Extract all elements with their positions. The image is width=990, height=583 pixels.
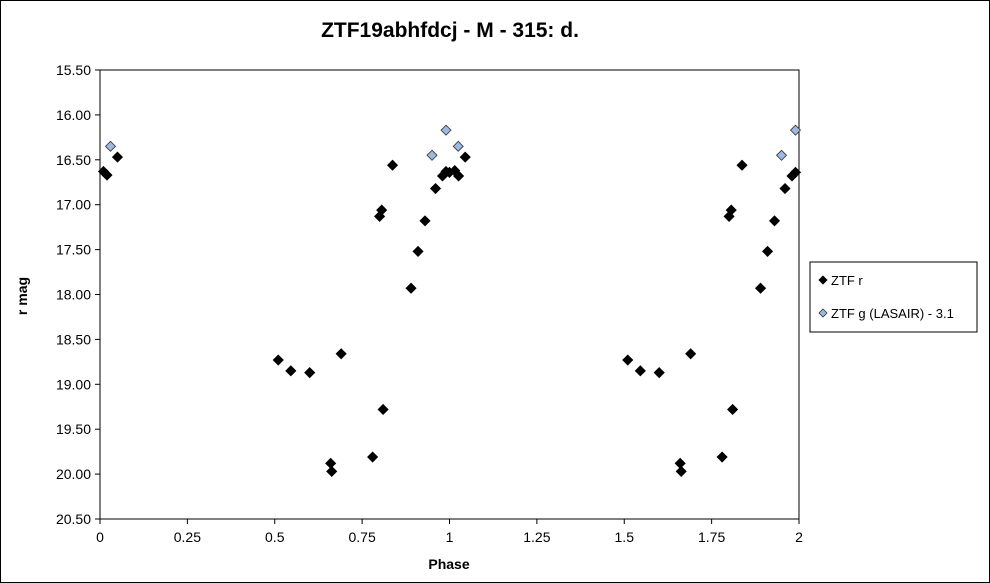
ztf-r-point [653, 367, 665, 379]
y-tick-label: 15.50 [56, 62, 91, 78]
ztf-r-point [674, 457, 686, 469]
y-tick-label: 20.50 [56, 511, 91, 527]
plot-area [99, 69, 800, 520]
y-tick-label: 18.00 [56, 287, 91, 303]
legend: ZTF r ZTF g (LASAIR) - 3.1 [809, 261, 978, 333]
chart-title: ZTF19abhfdcj - M - 315: d. [321, 19, 579, 42]
ztf-g-point [104, 140, 117, 152]
legend-box [809, 261, 978, 333]
ztf-r-point [304, 367, 316, 379]
ztf-r-point [727, 403, 739, 416]
ztf-r-point [779, 182, 791, 195]
y-tick-label: 17.50 [56, 242, 91, 258]
x-tick-label: 0 [96, 529, 104, 545]
x-axis-title: Phase [428, 556, 469, 572]
ztf-r-point [405, 282, 417, 294]
ztf-r-point [377, 403, 389, 416]
y-axis-title: r mag [14, 277, 30, 315]
ztf-r-point [101, 169, 113, 181]
legend-label-ztf-g: ZTF g (LASAIR) - 3.1 [831, 306, 954, 321]
ztf-r-point [459, 151, 471, 163]
ztf-g-point [775, 149, 788, 161]
ztf-r-point [761, 245, 774, 257]
x-tick-label: 1 [446, 529, 454, 545]
ztf-r-point [412, 245, 424, 257]
ztf-r-point [789, 166, 802, 178]
ztf-r-point [386, 159, 399, 171]
y-tick-label: 19.00 [56, 376, 91, 392]
ztf-g-point [452, 140, 464, 152]
legend-marker-ztf-r [818, 275, 828, 285]
ztf-r-point [111, 151, 124, 163]
y-tick-label: 19.50 [56, 421, 91, 437]
y-tick-label: 20.00 [56, 466, 91, 482]
x-tick-label: 0.5 [265, 529, 285, 545]
ztf-r-point [367, 451, 379, 463]
x-tick-label: 1.5 [615, 529, 635, 545]
x-tick-label: 1.75 [698, 529, 725, 545]
ztf-r-point [429, 182, 442, 195]
x-axis: 0 0.25 0.5 0.75 1 1.25 1.5 1.75 2 [96, 519, 803, 545]
ztf-r-point [725, 204, 737, 216]
legend-label-ztf-r: ZTF r [831, 273, 863, 288]
x-tick-label: 0.75 [349, 529, 376, 545]
ztf-r-point [685, 348, 697, 360]
ztf-r-point [675, 465, 687, 477]
ztf-g-point [789, 124, 802, 136]
y-tick-label: 16.50 [56, 152, 91, 168]
y-tick-label: 17.00 [56, 197, 91, 213]
ztf-r-point [736, 159, 748, 171]
ztf-r-point [325, 457, 337, 469]
y-tick-label: 18.50 [56, 331, 91, 347]
ztf-r-point [622, 354, 634, 366]
ztf-r-point [285, 365, 297, 377]
ztf-r-point [768, 215, 781, 227]
legend-marker-ztf-g [818, 308, 828, 318]
ztf-r-point [716, 451, 728, 463]
ztf-r-point [453, 170, 465, 182]
ztf-r-point [754, 282, 767, 294]
ztf-r-point [376, 204, 388, 216]
ztf-r-point [272, 354, 284, 366]
data-points [97, 124, 802, 477]
y-axis: 15.50 16.00 16.50 17.00 17.50 18.00 18.50 19.00… [56, 62, 100, 527]
ztf-r-point [419, 215, 431, 227]
x-tick-label: 1.25 [523, 529, 550, 545]
y-tick-label: 16.00 [56, 107, 91, 123]
ztf-g-point [426, 149, 438, 161]
ztf-r-point [326, 465, 338, 477]
x-tick-label: 2 [795, 529, 803, 545]
x-tick-label: 0.25 [174, 529, 201, 545]
ztf-r-point [634, 365, 646, 377]
ztf-g-point [440, 124, 452, 136]
ztf-r-point [335, 348, 347, 360]
